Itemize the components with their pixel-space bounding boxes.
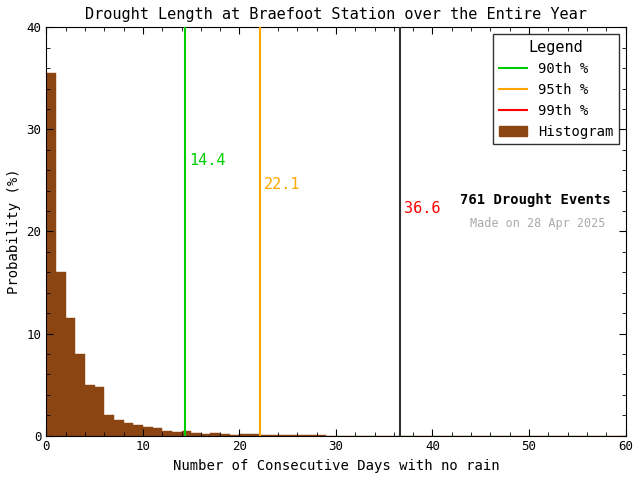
Bar bbox=[230, 434, 239, 436]
Bar bbox=[191, 432, 201, 436]
Bar bbox=[211, 432, 220, 436]
Bar bbox=[133, 425, 143, 436]
Bar bbox=[162, 431, 172, 436]
Bar bbox=[104, 415, 114, 436]
Text: 14.4: 14.4 bbox=[189, 153, 226, 168]
Bar bbox=[143, 428, 152, 436]
Text: Made on 28 Apr 2025: Made on 28 Apr 2025 bbox=[470, 217, 605, 230]
Bar bbox=[268, 435, 278, 436]
Bar bbox=[249, 434, 259, 436]
Bar bbox=[259, 435, 268, 436]
Legend: 90th %, 95th %, 99th %, Histogram: 90th %, 95th %, 99th %, Histogram bbox=[493, 34, 619, 144]
Bar bbox=[182, 431, 191, 436]
Bar bbox=[46, 73, 56, 436]
Title: Drought Length at Braefoot Station over the Entire Year: Drought Length at Braefoot Station over … bbox=[85, 7, 587, 22]
Bar bbox=[201, 433, 211, 436]
Bar bbox=[95, 386, 104, 436]
Bar bbox=[76, 354, 85, 436]
Bar bbox=[66, 318, 76, 436]
Y-axis label: Probability (%): Probability (%) bbox=[7, 168, 21, 294]
Bar bbox=[85, 384, 95, 436]
Bar bbox=[220, 433, 230, 436]
Text: 22.1: 22.1 bbox=[264, 177, 300, 192]
Bar bbox=[278, 435, 288, 436]
Text: 36.6: 36.6 bbox=[404, 201, 440, 216]
Bar bbox=[239, 434, 249, 436]
X-axis label: Number of Consecutive Days with no rain: Number of Consecutive Days with no rain bbox=[173, 459, 499, 473]
Bar bbox=[56, 272, 66, 436]
Bar bbox=[152, 429, 162, 436]
Text: 761 Drought Events: 761 Drought Events bbox=[460, 192, 611, 207]
Bar bbox=[114, 420, 124, 436]
Bar bbox=[172, 432, 182, 436]
Bar bbox=[124, 423, 133, 436]
